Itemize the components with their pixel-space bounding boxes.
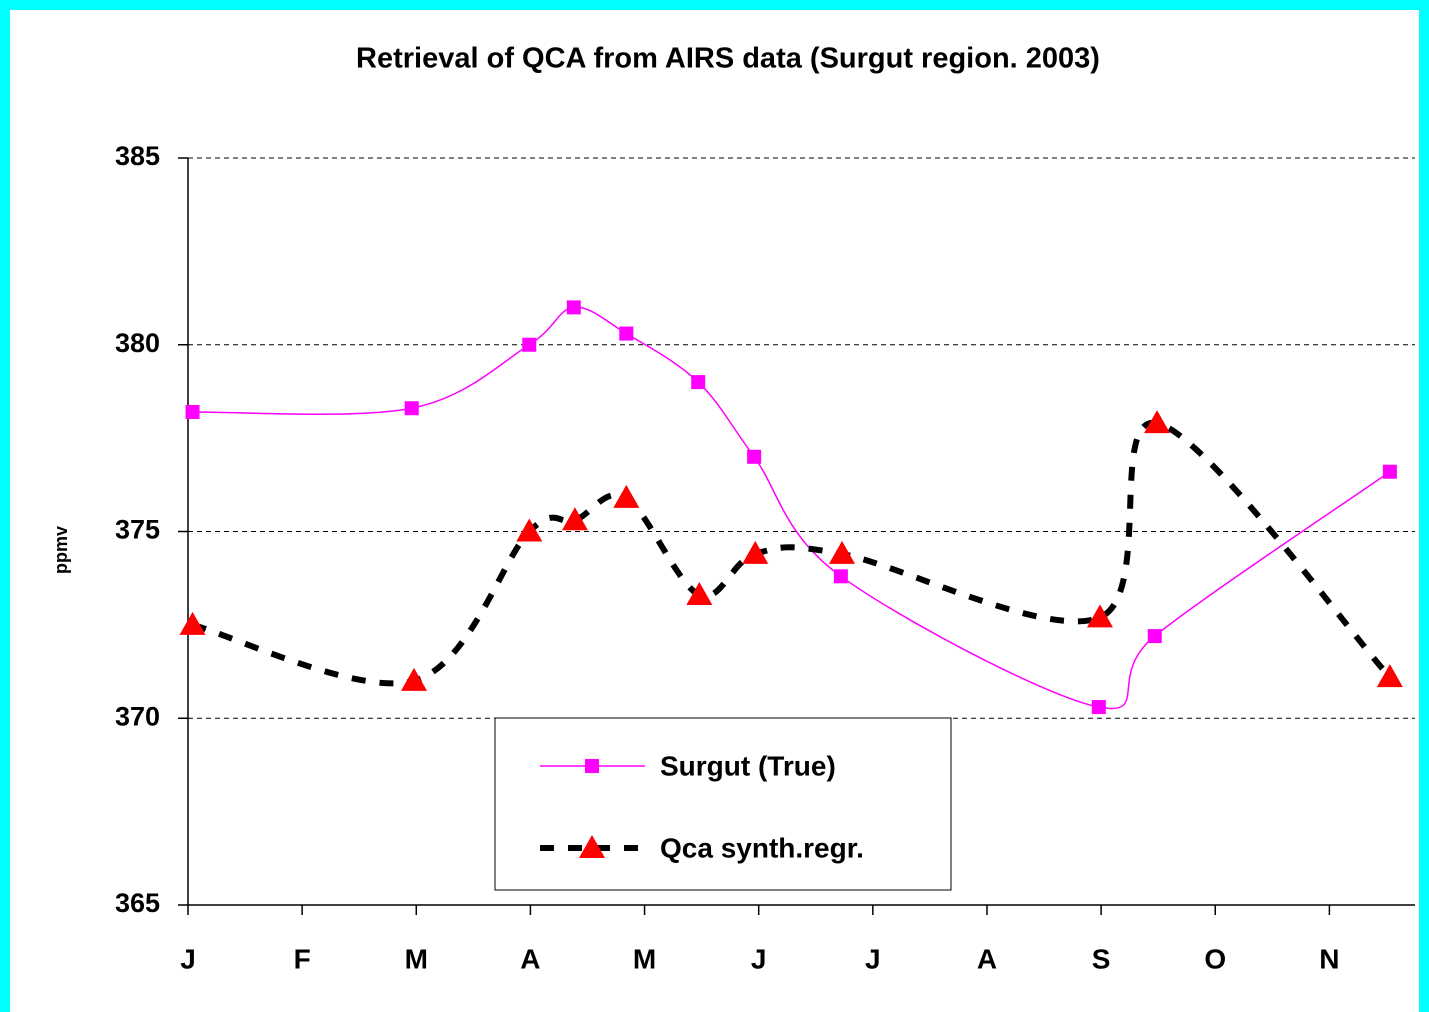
x-tick-label: F bbox=[294, 943, 311, 974]
data-point bbox=[747, 449, 762, 464]
legend-marker bbox=[579, 835, 605, 858]
y-tick-label: 370 bbox=[115, 701, 160, 731]
data-point bbox=[691, 375, 706, 390]
x-tick-label: J bbox=[180, 943, 196, 974]
x-tick-label: M bbox=[633, 943, 656, 974]
data-point bbox=[400, 667, 427, 691]
data-point bbox=[516, 518, 543, 542]
x-tick-label: O bbox=[1204, 943, 1226, 974]
data-point bbox=[686, 581, 713, 605]
x-tick-label: J bbox=[751, 943, 767, 974]
y-tick-label: 380 bbox=[115, 328, 160, 358]
data-point bbox=[522, 337, 537, 352]
data-point bbox=[833, 569, 848, 584]
data-point bbox=[185, 404, 200, 419]
y-tick-label: 375 bbox=[115, 515, 160, 545]
legend-marker bbox=[585, 759, 599, 773]
legend-label: Qca synth.regr. bbox=[660, 832, 864, 863]
x-tick-label: N bbox=[1319, 943, 1339, 974]
data-point bbox=[566, 300, 581, 315]
data-point bbox=[829, 540, 856, 564]
series-line bbox=[191, 420, 1393, 687]
data-point bbox=[1091, 700, 1106, 715]
data-point bbox=[1376, 664, 1403, 688]
data-point bbox=[1147, 629, 1162, 644]
legend-box bbox=[494, 717, 952, 891]
series-line bbox=[192, 306, 1391, 710]
x-tick-label: S bbox=[1092, 943, 1111, 974]
y-tick-label: 365 bbox=[115, 888, 160, 918]
legend-label: Surgut (True) bbox=[660, 750, 836, 781]
x-tick-label: A bbox=[520, 943, 540, 974]
data-point bbox=[404, 401, 419, 416]
data-point bbox=[1144, 410, 1171, 434]
data-point bbox=[179, 611, 206, 635]
x-tick-label: A bbox=[977, 943, 997, 974]
data-point bbox=[619, 326, 634, 341]
data-point bbox=[561, 507, 588, 531]
data-point bbox=[1086, 604, 1113, 628]
x-tick-label: J bbox=[865, 943, 881, 974]
x-tick-label: M bbox=[405, 943, 428, 974]
y-axis-label: ppmv bbox=[51, 526, 71, 574]
data-point bbox=[1382, 464, 1397, 479]
data-point bbox=[742, 540, 769, 564]
chart-title: Retrieval of QCA from AIRS data (Surgut … bbox=[356, 43, 1100, 75]
y-tick-label: 385 bbox=[115, 141, 160, 171]
data-point bbox=[613, 484, 640, 508]
